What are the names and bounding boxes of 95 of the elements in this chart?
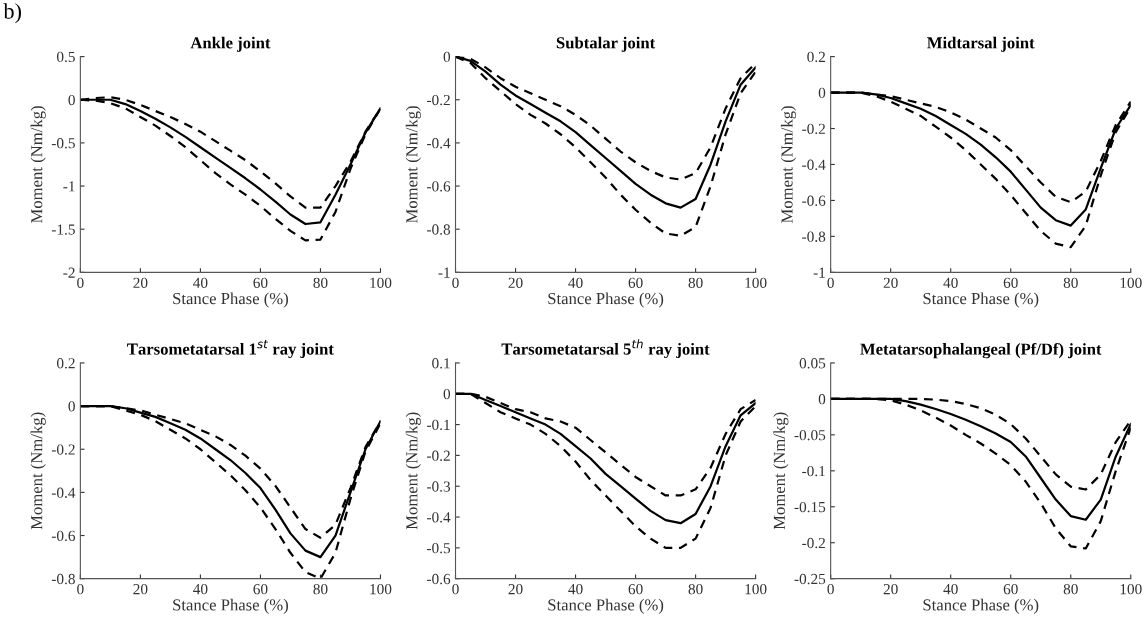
y-tick-label: 0.2 xyxy=(807,51,825,63)
y-axis-title: Moment (Nm/kg) xyxy=(405,106,421,224)
y-tick-label: -0.6 xyxy=(802,195,826,206)
y-tick-label: -0.8 xyxy=(427,224,451,235)
x-tick-label: 0 xyxy=(827,277,834,288)
x-tick-label: 40 xyxy=(943,583,958,595)
y-tick-label: -0.2 xyxy=(802,537,825,549)
y-tick-label: -0.5 xyxy=(427,543,451,554)
y-tick-label: -0.5 xyxy=(51,138,75,149)
y-tick-label: -0.2 xyxy=(427,450,450,461)
x-tick-label: 100 xyxy=(1120,583,1142,595)
x-tick-label: 80 xyxy=(1063,583,1078,595)
x-tick-label: 0 xyxy=(452,277,459,288)
x-tick-label: 20 xyxy=(133,277,148,288)
y-tick-label: -1 xyxy=(63,181,75,192)
x-tick-label: 100 xyxy=(745,583,767,595)
x-tick-label: 60 xyxy=(1003,583,1018,595)
y-tick-label: -0.4 xyxy=(427,512,451,523)
x-tick-label: 60 xyxy=(628,583,643,595)
x-tick-label: 40 xyxy=(568,277,583,288)
y-axis-title: Moment (Nm/kg) xyxy=(780,106,797,224)
y-tick-label: -0.05 xyxy=(794,430,826,441)
x-tick-label: 100 xyxy=(1120,277,1142,288)
y-tick-label: 0.5 xyxy=(56,51,75,63)
x-tick-label: 20 xyxy=(883,583,898,595)
x-tick-label: 0 xyxy=(77,583,84,595)
x-tick-label: 0 xyxy=(77,277,84,288)
y-tick-label: -0.15 xyxy=(794,501,826,513)
x-tick-label: 60 xyxy=(628,277,643,288)
y-tick-label: 0.1 xyxy=(432,358,450,369)
x-axis-title: Stance Phase (%) xyxy=(173,292,288,308)
y-tick-label: -0.6 xyxy=(427,573,451,585)
y-tick-label: -1 xyxy=(438,267,450,278)
x-axis-title: Stance Phase (%) xyxy=(548,292,664,308)
y-tick-label: -1.5 xyxy=(51,224,75,235)
y-tick-label: -0.8 xyxy=(802,231,826,242)
chart-title: Ankle joint xyxy=(190,36,271,52)
x-tick-label: 60 xyxy=(1003,277,1018,288)
x-tick-label: 100 xyxy=(745,277,767,288)
chart-title: Metatarsophalangeal (Pf/Df) joint xyxy=(860,342,1102,359)
y-tick-label: -0.1 xyxy=(802,465,825,477)
y-tick-label: -0.6 xyxy=(51,530,76,542)
x-tick-label: 20 xyxy=(508,583,523,595)
y-tick-label: -0.6 xyxy=(427,181,451,192)
y-tick-label: 0 xyxy=(68,401,75,412)
x-tick-label: 100 xyxy=(370,277,392,288)
x-tick-label: 100 xyxy=(370,583,392,595)
x-axis-title: Stance Phase (%) xyxy=(173,598,288,614)
x-tick-label: 40 xyxy=(193,277,208,288)
y-tick-label: -1 xyxy=(813,267,825,278)
chart-title: Tarsometatarsal 5$^{th}$ ray joint xyxy=(501,339,710,359)
y-tick-label: -0.2 xyxy=(802,123,825,135)
y-tick-label: -2 xyxy=(63,267,75,278)
y-tick-label: 0.05 xyxy=(799,358,826,369)
y-tick-label: -0.1 xyxy=(427,419,450,431)
x-tick-label: 20 xyxy=(883,277,898,288)
y-axis-title: Moment (Nm/kg) xyxy=(405,412,421,530)
x-tick-label: 0 xyxy=(452,583,459,595)
y-tick-label: -0.4 xyxy=(802,159,826,170)
x-tick-label: 40 xyxy=(193,583,208,595)
x-tick-label: 80 xyxy=(313,583,328,595)
y-tick-label: -0.4 xyxy=(427,138,451,149)
y-tick-label: 0 xyxy=(818,394,826,405)
x-tick-label: 40 xyxy=(568,583,583,595)
y-tick-label: 0 xyxy=(68,94,75,106)
x-tick-label: 60 xyxy=(253,277,268,288)
x-tick-label: 40 xyxy=(943,277,958,288)
y-tick-label: 0.2 xyxy=(56,358,75,369)
y-tick-label: 0 xyxy=(818,87,826,99)
y-tick-label: 0 xyxy=(443,388,451,400)
x-tick-label: 20 xyxy=(508,277,523,288)
chart-title: Midtarsal joint xyxy=(927,36,1035,52)
x-axis-title: Stance Phase (%) xyxy=(548,598,664,614)
y-tick-label: -0.25 xyxy=(794,573,826,585)
chart-title: Tarsometatarsal 1$^{st}$ ray joint xyxy=(127,339,334,359)
x-tick-label: 0 xyxy=(827,583,834,595)
y-tick-label: -0.2 xyxy=(51,444,75,455)
y-tick-label: -0.3 xyxy=(427,481,451,492)
chart-title: Subtalar joint xyxy=(556,36,656,52)
y-axis-title: Moment (Nm/kg) xyxy=(773,412,789,530)
x-axis-title: Stance Phase (%) xyxy=(923,598,1039,614)
x-tick-label: 60 xyxy=(253,583,268,595)
x-axis-title: Stance Phase (%) xyxy=(923,292,1039,308)
x-tick-label: 20 xyxy=(133,583,148,595)
x-tick-label: 80 xyxy=(313,277,328,288)
y-axis-title: Moment (Nm/kg) xyxy=(30,412,46,530)
x-tick-label: 80 xyxy=(688,583,703,595)
y-tick-label: 0 xyxy=(443,51,451,63)
text: b) xyxy=(3,3,21,24)
y-tick-label: -0.4 xyxy=(51,487,76,498)
y-axis-title: Moment (Nm/kg) xyxy=(30,106,46,224)
y-tick-label: -0.8 xyxy=(51,573,75,585)
x-tick-label: 80 xyxy=(688,277,703,288)
x-tick-label: 80 xyxy=(1063,277,1078,288)
y-tick-label: -0.2 xyxy=(427,94,450,106)
